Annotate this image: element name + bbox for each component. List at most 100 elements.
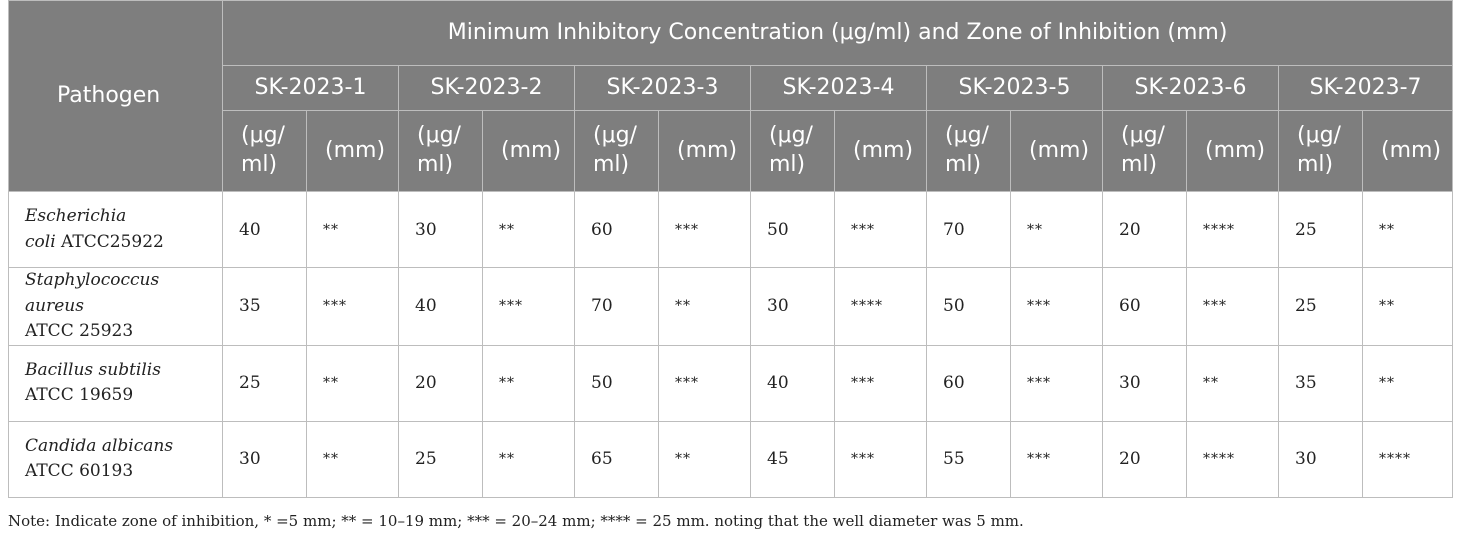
mic-cell: 30 (1278, 420, 1363, 498)
zone-cell: ** (658, 267, 751, 346)
table-header: Pathogen Minimum Inhibitory Concentratio… (8, 0, 1454, 192)
unit-mic-line1: (μg/ (241, 123, 285, 149)
table-row: Bacillus subtilis ATCC 19659 25 ** 20 ** 50 ***… (8, 344, 1454, 422)
zone-cell: **** (1186, 191, 1279, 268)
pathogen-cell: Staphylococcus aureus ATCC 25923 (8, 267, 223, 346)
zone-cell: *** (1186, 267, 1279, 346)
unit-header-zone: (mm) (1361, 110, 1454, 192)
mic-cell: 60 (926, 344, 1011, 422)
zone-cell: *** (306, 267, 399, 346)
unit-mic-line1: (μg/ (593, 123, 637, 149)
zone-cell: *** (834, 191, 927, 268)
unit-header-mic: (μg/ml) (750, 110, 835, 192)
pathogen-name: Escherichia (25, 206, 127, 226)
unit-mic-line2: ml) (1121, 152, 1158, 177)
unit-header-zone: (mm) (658, 110, 751, 192)
unit-header-mic: (μg/ml) (398, 110, 483, 192)
compound-header: SK-2023-5 (926, 65, 1103, 111)
zone-cell: **** (834, 267, 927, 346)
pathogen-cell: Escherichia coli ATCC25922 (8, 191, 223, 268)
zone-cell: ** (482, 191, 575, 268)
table-row: Staphylococcus aureus ATCC 25923 35 *** 40 **… (8, 267, 1454, 346)
zone-cell: ** (1010, 191, 1103, 268)
unit-header-zone: (mm) (482, 110, 575, 192)
header-row-title: Pathogen Minimum Inhibitory Concentratio… (8, 0, 1454, 192)
compound-header: SK-2023-2 (398, 65, 575, 111)
pathogen-strain: ATCC 19659 (25, 385, 134, 405)
mic-cell: 20 (398, 344, 483, 422)
zone-cell: ** (306, 191, 399, 268)
mic-cell: 50 (574, 344, 659, 422)
unit-header-mic: (μg/ml) (1102, 110, 1187, 192)
pathogen-name: Candida albicans (25, 435, 174, 456)
zone-cell: ** (306, 420, 399, 498)
table-title-header: Minimum Inhibitory Concentration (μg/ml)… (221, 0, 1454, 66)
mic-cell: 30 (222, 420, 307, 498)
zone-cell: *** (1010, 267, 1103, 346)
mic-cell: 25 (1278, 267, 1363, 346)
mic-cell: 50 (926, 267, 1011, 346)
pathogen-strain: ATCC 60193 (25, 461, 134, 481)
mic-cell: 40 (222, 191, 307, 268)
mic-cell: 70 (926, 191, 1011, 268)
table-row: Escherichia coli ATCC25922 40 ** 30 ** 60 *** 50… (8, 191, 1454, 268)
zone-cell: *** (834, 420, 927, 498)
compound-header: SK-2023-3 (574, 65, 751, 111)
pathogen-name: Bacillus subtilis (25, 359, 161, 380)
mic-cell: 30 (398, 191, 483, 268)
mic-cell: 30 (1102, 344, 1187, 422)
zone-cell: *** (482, 267, 575, 346)
zone-cell: **** (1186, 420, 1279, 498)
header-row-units: (μg/ml) (mm) (μg/ml) (mm) (μg/ml) (mm) (μg/ml)… (9, 110, 1454, 192)
mic-cell: 20 (1102, 420, 1187, 498)
unit-mic-line1: (μg/ (1121, 123, 1165, 149)
compound-header: SK-2023-7 (1277, 65, 1454, 111)
zone-cell: ** (482, 420, 575, 498)
unit-header-zone: (mm) (1186, 110, 1279, 192)
pathogen-name: Staphylococcus aureus (25, 270, 160, 316)
compound-header: SK-2023-6 (1102, 65, 1279, 111)
mic-cell: 55 (926, 420, 1011, 498)
unit-mic-line2: ml) (769, 152, 806, 177)
unit-header-mic: (μg/ml) (574, 110, 659, 192)
mic-cell: 70 (574, 267, 659, 346)
pathogen-cell: Candida albicans ATCC 60193 (8, 420, 223, 498)
zone-cell: ** (1186, 344, 1279, 422)
unit-header-mic: (μg/ml) (926, 110, 1011, 192)
header-row-compounds: SK-2023-1 SK-2023-2 SK-2023-3 SK-2023-4 … (9, 65, 1454, 111)
mic-cell: 40 (398, 267, 483, 346)
unit-header-mic: (μg/ml) (1278, 110, 1363, 192)
unit-mic-line1: (μg/ (945, 123, 989, 149)
zone-cell: ** (658, 420, 751, 498)
unit-header-zone: (mm) (306, 110, 399, 192)
table-body: Escherichia coli ATCC25922 40 ** 30 ** 60 *** 50… (8, 191, 1454, 498)
compound-header: SK-2023-4 (750, 65, 927, 111)
mic-cell: 65 (574, 420, 659, 498)
zone-cell: ** (1361, 191, 1454, 268)
pathogen-cell: Bacillus subtilis ATCC 19659 (8, 344, 223, 422)
mic-cell: 30 (750, 267, 835, 346)
mic-cell: 25 (398, 420, 483, 498)
mic-cell: 35 (222, 267, 307, 346)
mic-cell: 60 (1102, 267, 1187, 346)
unit-header-mic: (μg/ml) (222, 110, 307, 192)
table-note: Note: Indicate zone of inhibition, * =5 … (8, 511, 1024, 530)
mic-cell: 45 (750, 420, 835, 498)
mic-cell: 25 (222, 344, 307, 422)
zone-cell: ** (306, 344, 399, 422)
unit-header-zone: (mm) (834, 110, 927, 192)
mic-cell: 40 (750, 344, 835, 422)
mic-cell: 35 (1278, 344, 1363, 422)
zone-cell: *** (1010, 344, 1103, 422)
unit-mic-line2: ml) (593, 152, 630, 177)
unit-mic-line2: ml) (1297, 152, 1334, 177)
zone-cell: *** (1010, 420, 1103, 498)
table-container: Pathogen Minimum Inhibitory Concentratio… (8, 0, 1454, 530)
zone-cell: ** (482, 344, 575, 422)
zone-cell: ** (1361, 344, 1454, 422)
pathogen-strain: ATCC25922 (55, 231, 164, 252)
zone-cell: ** (1361, 267, 1454, 346)
zone-cell: *** (834, 344, 927, 422)
unit-mic-line1: (μg/ (769, 123, 813, 149)
zone-cell: **** (1361, 420, 1454, 498)
